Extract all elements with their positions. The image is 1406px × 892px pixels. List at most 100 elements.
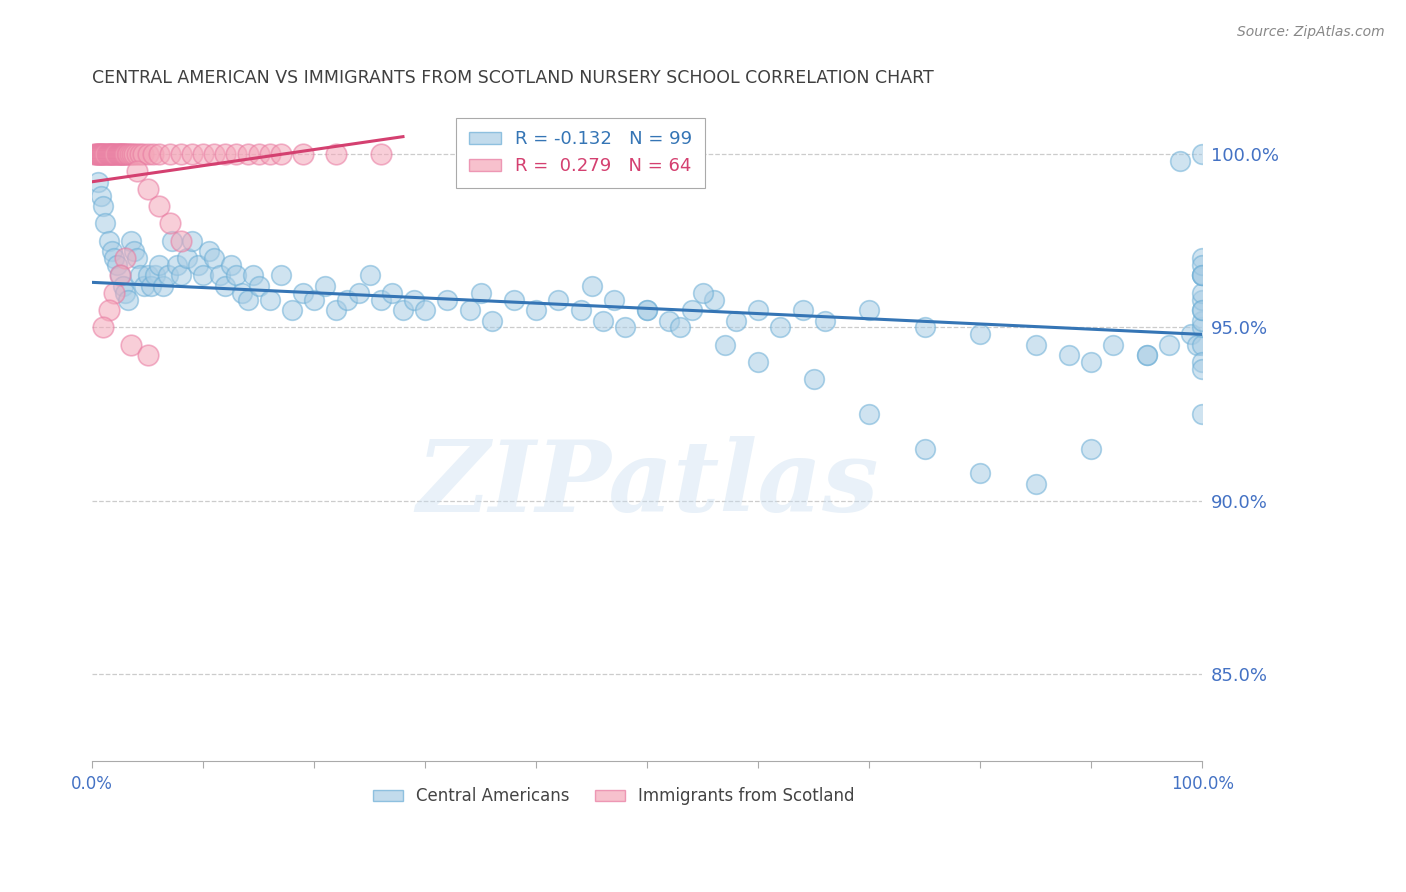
Point [103, 147, 125, 161]
Point [110, 147, 132, 161]
Point [115, 147, 138, 161]
Point [91, 320, 114, 334]
Point [125, 164, 148, 178]
Point [658, 313, 681, 327]
Point [1191, 258, 1213, 272]
Point [1191, 268, 1213, 283]
Point [160, 234, 183, 248]
Point [914, 320, 936, 334]
Point [792, 303, 814, 318]
Point [858, 407, 880, 421]
Point [703, 293, 725, 307]
Point [159, 147, 181, 161]
Point [117, 293, 139, 307]
Point [97, 147, 120, 161]
Point [136, 182, 159, 196]
Point [91, 147, 114, 161]
Point [669, 320, 692, 334]
Point [547, 293, 569, 307]
Point [112, 147, 135, 161]
Point [114, 285, 136, 300]
Point [259, 147, 281, 161]
Point [347, 285, 370, 300]
Point [94, 147, 117, 161]
Point [1191, 303, 1213, 318]
Point [181, 147, 204, 161]
Point [259, 293, 281, 307]
Point [569, 303, 592, 318]
Point [170, 147, 193, 161]
Text: Source: ZipAtlas.com: Source: ZipAtlas.com [1237, 25, 1385, 39]
Point [381, 285, 404, 300]
Point [136, 268, 159, 283]
Point [803, 372, 825, 386]
Point [170, 234, 193, 248]
Point [503, 293, 526, 307]
Point [145, 268, 167, 283]
Point [103, 251, 125, 265]
Point [121, 147, 143, 161]
Point [1080, 355, 1102, 369]
Point [89, 147, 111, 161]
Point [914, 442, 936, 456]
Point [132, 147, 155, 161]
Point [1080, 442, 1102, 456]
Point [97, 234, 120, 248]
Point [219, 258, 242, 272]
Point [1191, 285, 1213, 300]
Point [197, 244, 219, 259]
Point [120, 234, 142, 248]
Point [1157, 338, 1180, 352]
Point [692, 285, 714, 300]
Point [1191, 355, 1213, 369]
Point [1191, 268, 1213, 283]
Point [112, 278, 135, 293]
Point [87, 147, 110, 161]
Point [1057, 348, 1080, 362]
Point [148, 258, 170, 272]
Point [98, 147, 121, 161]
Point [231, 285, 253, 300]
Point [592, 313, 614, 327]
Point [714, 338, 737, 352]
Point [187, 258, 209, 272]
Point [1191, 251, 1213, 265]
Point [159, 216, 181, 230]
Point [747, 355, 769, 369]
Point [1136, 348, 1159, 362]
Point [101, 244, 124, 259]
Point [1191, 362, 1213, 376]
Point [214, 147, 236, 161]
Point [1191, 147, 1213, 161]
Point [94, 216, 117, 230]
Point [214, 278, 236, 293]
Point [125, 147, 148, 161]
Point [314, 278, 336, 293]
Point [814, 313, 837, 327]
Point [97, 147, 120, 161]
Point [104, 147, 127, 161]
Point [1025, 476, 1047, 491]
Point [111, 147, 134, 161]
Point [84, 147, 107, 161]
Point [202, 147, 225, 161]
Point [136, 348, 159, 362]
Point [136, 147, 159, 161]
Point [292, 285, 315, 300]
Point [112, 147, 135, 161]
Point [193, 268, 215, 283]
Point [105, 258, 128, 272]
Point [270, 268, 292, 283]
Point [413, 303, 436, 318]
Point [114, 147, 136, 161]
Point [436, 293, 458, 307]
Point [181, 234, 204, 248]
Point [156, 268, 179, 283]
Point [636, 303, 658, 318]
Point [134, 278, 156, 293]
Point [103, 285, 125, 300]
Point [193, 147, 215, 161]
Point [225, 147, 247, 161]
Point [208, 268, 231, 283]
Point [281, 303, 304, 318]
